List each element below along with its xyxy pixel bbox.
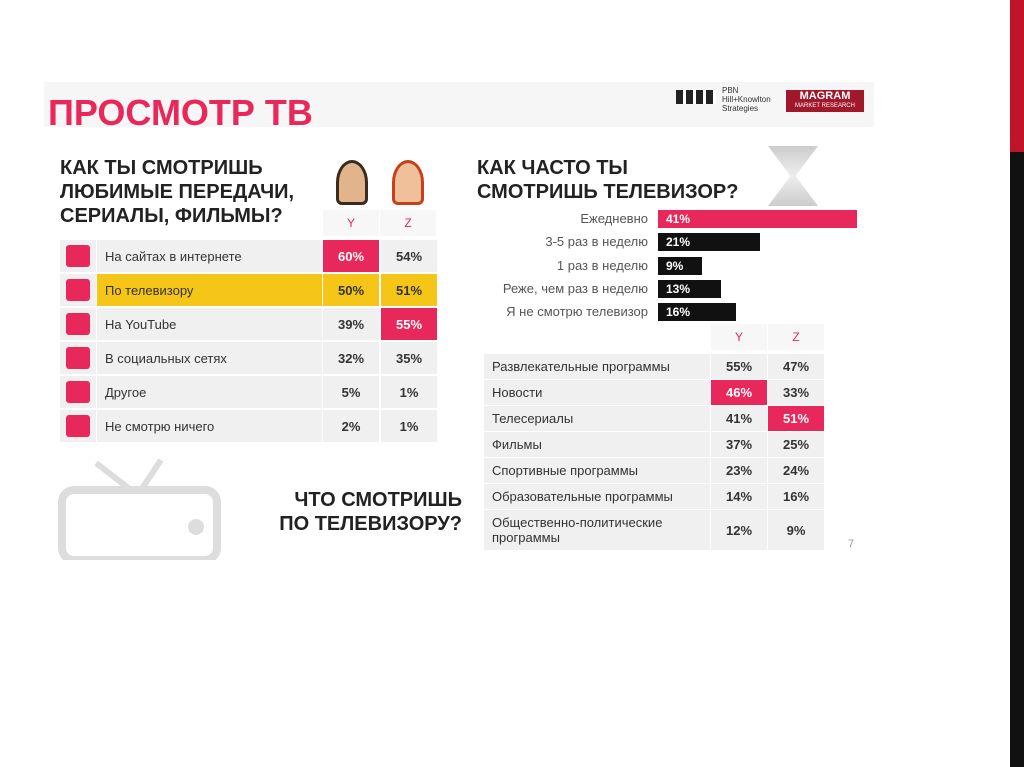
row-value: 39% (323, 308, 379, 340)
page-number: 7 (848, 538, 855, 550)
row-value: 16% (768, 484, 824, 509)
row-icon (66, 245, 90, 267)
bar-label: Я не смотрю телевизор (506, 304, 648, 320)
header-band (44, 82, 874, 127)
bar-value: 9% (666, 258, 684, 273)
row-value: 37% (711, 432, 767, 457)
avatar-y (336, 160, 368, 205)
row-label: Фильмы (484, 432, 710, 457)
logo-text: Hill+Knowlton (722, 95, 771, 104)
row-label: Общественно-политические программы (484, 510, 710, 550)
row-label: На YouTube (97, 308, 322, 340)
bar-label: 3-5 раз в неделю (545, 234, 648, 250)
row-value: 24% (768, 458, 824, 483)
question-line: ЛЮБИМЫЕ ПЕРЕДАЧИ, (60, 181, 295, 203)
row-value: 47% (768, 354, 824, 379)
bar (658, 303, 736, 322)
row-label: Образовательные программы (484, 484, 710, 509)
row-icon (66, 415, 90, 437)
bar-label: Ежедневно (580, 211, 648, 226)
row-value: 1% (381, 410, 437, 442)
logo-text: PBN (722, 86, 739, 95)
row-value: 35% (381, 342, 437, 374)
row-label: Развлекательные программы (484, 354, 710, 379)
row-icon (66, 347, 90, 369)
row-value: 2% (323, 410, 379, 442)
row-value: 32% (323, 342, 379, 374)
title: ПРОСМОТР ТВ (48, 92, 313, 133)
row-value: 51% (768, 406, 824, 431)
logo-right: MAGRAM MARKET RESEARCH (786, 90, 864, 112)
row-value: 5% (323, 376, 379, 408)
row-value: 14% (711, 484, 767, 509)
question-line: КАК ЧАСТО ТЫ (477, 157, 628, 179)
question-line: ПО ТЕЛЕВИЗОРУ? (279, 513, 462, 535)
bar-value: 21% (666, 235, 691, 250)
avatar-z (392, 160, 424, 205)
bar-label: Реже, чем раз в неделю (502, 280, 648, 296)
row-value: 23% (711, 458, 767, 483)
row-value: 25% (768, 432, 824, 457)
question: КАК ТЫ СМОТРИШЬ ЛЮБИМЫЕ ПЕРЕДАЧИ, СЕРИАЛЫ,… (60, 156, 294, 228)
bar-value: 16% (666, 305, 691, 320)
bar (658, 233, 760, 252)
bar-value: 13% (666, 281, 691, 296)
logo-text: MARKET RESEARCH (795, 103, 855, 109)
row-value: 12% (711, 510, 767, 550)
row-value: 46% (711, 380, 767, 405)
row-value: 41% (711, 406, 767, 431)
bar (658, 279, 722, 298)
row-value: 9% (768, 510, 824, 550)
row-label: На сайтах в интернете (97, 240, 322, 272)
row-value: 55% (381, 308, 437, 340)
row-label: Спортивные программы (484, 458, 710, 483)
question-line: КАК ТЫ СМОТРИШЬ (60, 157, 263, 179)
bar (658, 210, 857, 228)
row-value: 1% (381, 376, 437, 408)
column-header: Y (323, 210, 379, 236)
row-value: 55% (711, 354, 767, 379)
hourglass (768, 146, 818, 206)
bar-value: 41% (666, 212, 691, 226)
row-icon (66, 313, 90, 335)
side-stripe-red (1010, 0, 1024, 152)
row-label: Телесериалы (484, 406, 710, 431)
row-label: По телевизору (97, 274, 322, 306)
column-header: Z (380, 210, 436, 236)
row-label: Другое (97, 376, 322, 408)
question: ЧТО СМОТРИШЬ ПО ТЕЛЕВИЗОРУ? (262, 488, 462, 536)
row-label: Не смотрю ничего (97, 410, 322, 442)
bar (658, 256, 702, 275)
row-icon (66, 279, 90, 301)
row-label: В социальных сетях (97, 342, 322, 374)
row-icon (66, 381, 90, 403)
tv-icon (58, 458, 221, 560)
bar-label: 1 раз в неделю (556, 257, 648, 273)
logo-left: PBN Hill+Knowlton Strategies (722, 86, 771, 113)
logo-text: Strategies (722, 104, 759, 113)
row-value: 50% (323, 274, 379, 306)
column-header: Y (711, 324, 767, 350)
row-label: Новости (484, 380, 710, 405)
row-value: 60% (323, 240, 379, 272)
logo-text: MAGRAM (799, 90, 851, 102)
row-value: 54% (381, 240, 437, 272)
logo-mark (676, 90, 716, 104)
question-line: СЕРИАЛЫ, ФИЛЬМЫ? (60, 205, 283, 227)
row-value: 51% (381, 274, 437, 306)
question: КАК ЧАСТО ТЫ СМОТРИШЬ ТЕЛЕВИЗОР? (477, 156, 738, 204)
question-line: ЧТО СМОТРИШЬ (294, 489, 462, 511)
question-line: СМОТРИШЬ ТЕЛЕВИЗОР? (477, 181, 739, 203)
side-stripe-black (1010, 152, 1024, 767)
row-value: 33% (768, 380, 824, 405)
column-header: Z (768, 324, 824, 350)
